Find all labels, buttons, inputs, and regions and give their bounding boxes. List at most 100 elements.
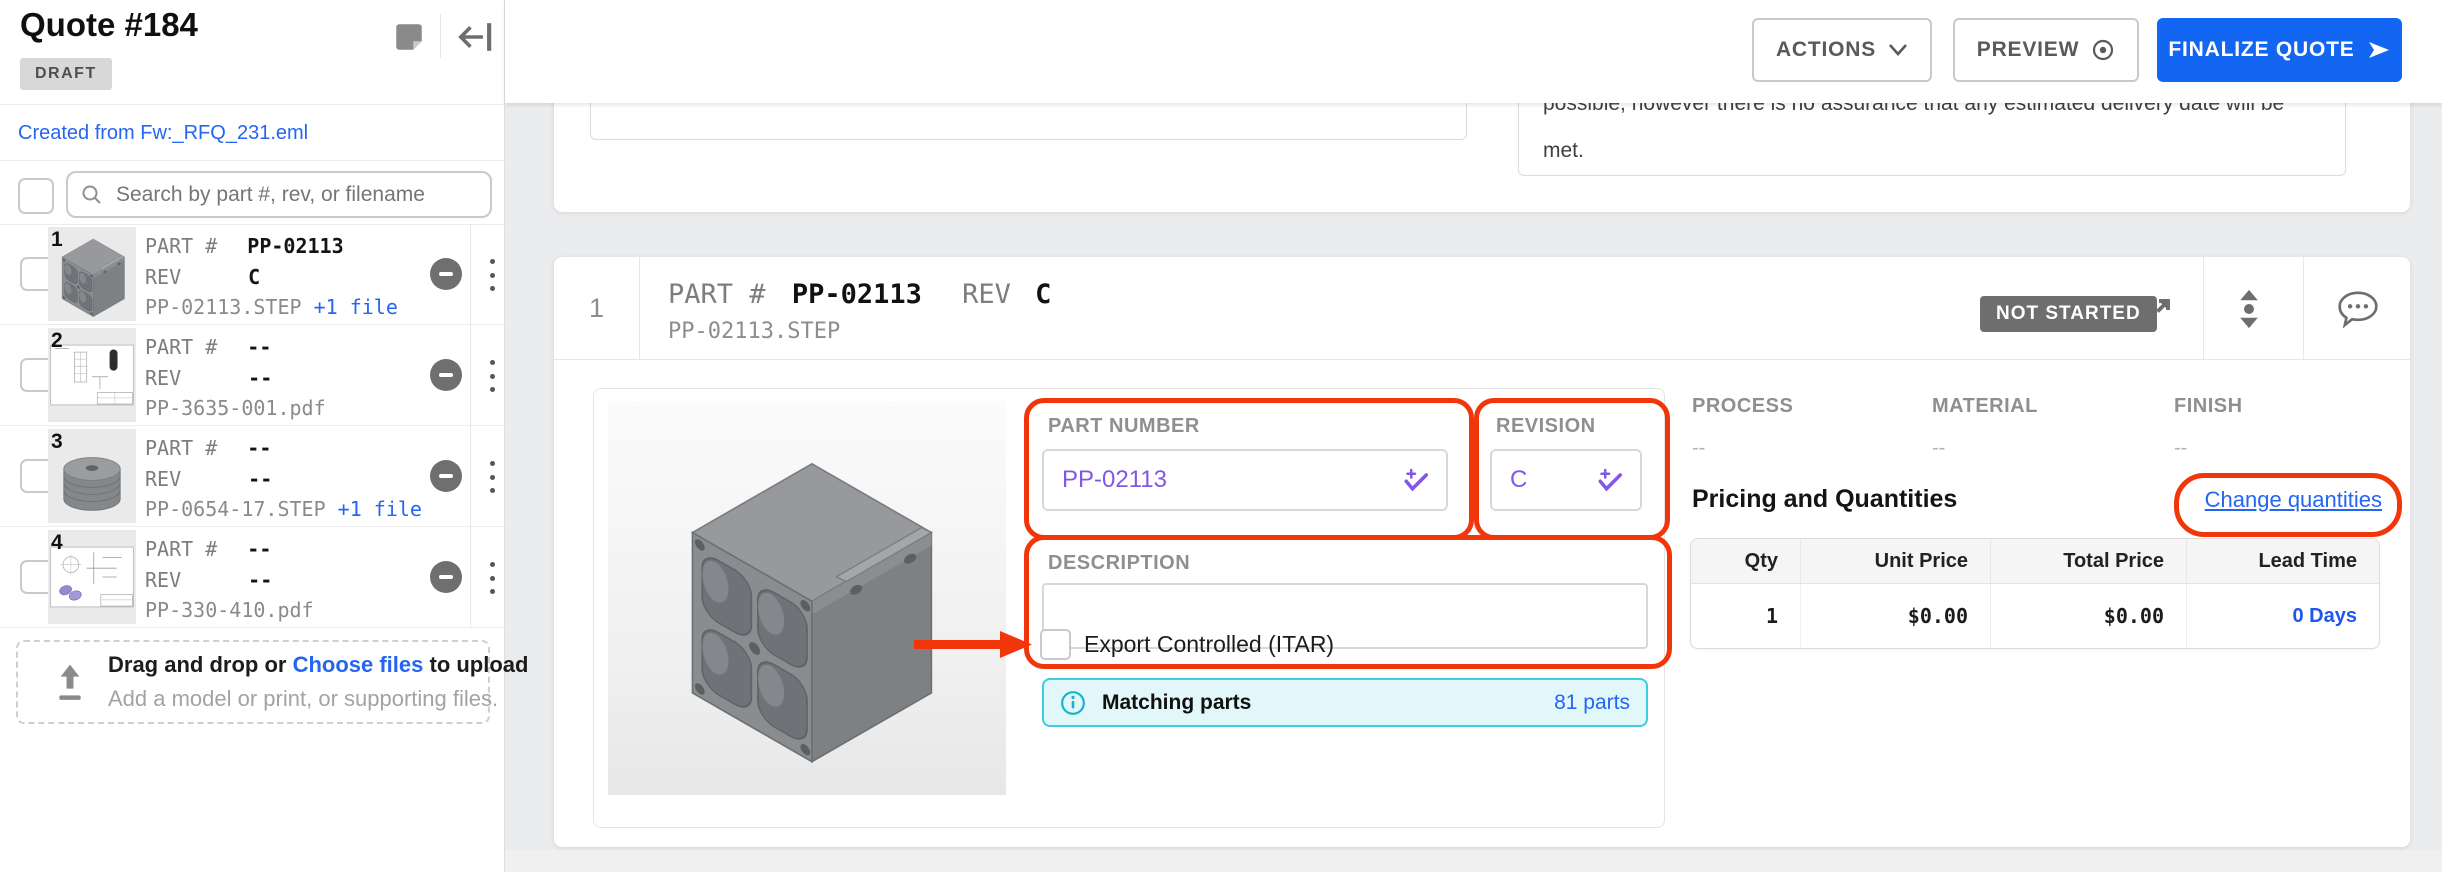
finalize-quote-button[interactable]: FINALIZE QUOTE	[2157, 18, 2402, 82]
divider	[0, 224, 505, 225]
part-list-item[interactable]: 3 PART # -- REV -- PP-0654-17.STEP +1 fi…	[0, 426, 505, 527]
reorder-handle-icon[interactable]	[2234, 287, 2264, 336]
item-menu-icon[interactable]	[483, 259, 501, 291]
part-card-header: 1 PART # PP-02113 REV C PP-02113.STEP NO…	[554, 257, 2410, 360]
item-divider	[470, 325, 471, 425]
col-total-price: Total Price	[1991, 539, 2187, 584]
item-menu-icon[interactable]	[483, 360, 501, 392]
part-value: --	[247, 436, 272, 460]
material-value: --	[1932, 437, 1946, 459]
ai-suggestion-check-icon[interactable]	[1594, 465, 1624, 495]
part-label: PART #	[668, 279, 766, 310]
description-input[interactable]	[1042, 583, 1648, 649]
part-number-field-label: PART NUMBER	[1048, 415, 1200, 437]
col-lead-time: Lead Time	[2187, 539, 2379, 584]
item-filename: PP-0654-17.STEP	[145, 497, 326, 521]
remove-item-icon[interactable]	[430, 460, 462, 492]
cube-part-thumbnail[interactable]	[48, 227, 136, 321]
info-icon	[1060, 690, 1086, 716]
rev-label: REV	[145, 568, 182, 592]
revision-input[interactable]	[1508, 465, 1582, 495]
header-divider	[2303, 257, 2304, 359]
remove-item-icon[interactable]	[430, 561, 462, 593]
drawing-thumbnail[interactable]	[48, 530, 136, 624]
extra-file-link[interactable]: +1 file	[337, 497, 422, 521]
item-divider	[470, 527, 471, 627]
col-unit-price: Unit Price	[1801, 539, 1991, 584]
cylinder-part-thumbnail[interactable]	[48, 429, 136, 523]
note-icon[interactable]	[392, 20, 426, 59]
lead-time-link[interactable]: 0 Days	[2187, 584, 2379, 648]
item-divider	[470, 224, 471, 324]
unit-price-value: $0.00	[1801, 584, 1991, 648]
upload-icon	[54, 662, 86, 707]
actions-button[interactable]: ACTIONS	[1752, 18, 1932, 82]
select-all-checkbox[interactable]	[18, 178, 54, 214]
part-number-field	[1042, 449, 1448, 511]
part-list-item[interactable]: 1 PART # PP-02113 REV C PP-02113.STEP +1…	[0, 224, 505, 325]
process-value: --	[1692, 437, 1706, 459]
upload-dropzone[interactable]: Drag and drop or Choose files to upload …	[16, 640, 528, 724]
extra-file-link[interactable]: +1 file	[313, 295, 398, 319]
created-from-link[interactable]: Created from Fw:_RFQ_231.eml	[18, 122, 309, 144]
itar-checkbox[interactable]	[1040, 629, 1071, 660]
ai-suggestion-check-icon[interactable]	[1400, 465, 1430, 495]
rev-label: REV	[962, 279, 1011, 310]
part-list-item[interactable]: 2 PART # -- REV -- PP-3635-001.pdf	[0, 325, 505, 426]
part-label: PART #	[145, 234, 218, 258]
remove-item-icon[interactable]	[430, 258, 462, 290]
chevron-down-icon	[1888, 43, 1908, 57]
rev-label: REV	[145, 265, 182, 289]
matching-parts-banner[interactable]: Matching parts 81 parts	[1042, 678, 1648, 727]
item-number: 1	[51, 228, 63, 251]
matching-parts-count-link[interactable]: 81 parts	[1554, 690, 1630, 714]
rev-label: REV	[145, 467, 182, 491]
status-badge: NOT STARTED	[1980, 296, 2157, 332]
part-number-input[interactable]	[1060, 465, 1384, 495]
description-field-label: DESCRIPTION	[1048, 552, 1191, 574]
collapse-panel-icon[interactable]	[458, 20, 494, 59]
change-quantities-link[interactable]: Change quantities	[2204, 487, 2382, 512]
part-number: PP-02113	[791, 279, 922, 310]
remove-item-icon[interactable]	[430, 359, 462, 391]
rev-label: REV	[145, 366, 182, 390]
part-value: --	[247, 335, 272, 359]
divider	[0, 160, 505, 161]
item-filename: PP-3635-001.pdf	[145, 396, 326, 420]
rev-value: C	[1035, 279, 1052, 310]
search-icon	[80, 183, 104, 207]
upload-text-suffix: to upload	[423, 652, 529, 677]
revision-field	[1490, 449, 1642, 511]
divider	[0, 104, 505, 105]
choose-files-link[interactable]: Choose files	[292, 652, 424, 677]
search-input[interactable]	[114, 181, 478, 208]
item-menu-icon[interactable]	[483, 562, 501, 594]
terms-line2: met.	[1543, 139, 1584, 162]
actions-button-label: ACTIONS	[1775, 38, 1877, 61]
item-number: 4	[51, 531, 63, 554]
rev-value: --	[248, 366, 273, 390]
part-list-item[interactable]: 4 PART # -- REV -- PP-330-410.pdf	[0, 527, 505, 628]
send-arrow-icon	[2367, 39, 2391, 61]
item-number: 2	[51, 329, 63, 352]
eye-icon	[2091, 38, 2115, 62]
qty-value: 1	[1691, 584, 1801, 648]
status-badge: DRAFT	[20, 58, 112, 90]
preview-button[interactable]: PREVIEW	[1953, 18, 2139, 82]
itar-label: Export Controlled (ITAR)	[1084, 631, 1335, 657]
comment-bubble-icon[interactable]	[2336, 289, 2380, 334]
sidebar: Quote #184 DRAFT Created from Fw:_RFQ_23…	[0, 0, 528, 872]
upload-text-prefix: Drag and drop or	[108, 652, 293, 677]
finish-label: FINISH	[2174, 395, 2243, 417]
part-card: 1 PART # PP-02113 REV C PP-02113.STEP NO…	[554, 257, 2410, 847]
item-menu-icon[interactable]	[483, 461, 501, 493]
item-filename: PP-02113.STEP	[145, 295, 302, 319]
drawing-thumbnail[interactable]	[48, 328, 136, 422]
preview-button-label: PREVIEW	[1976, 38, 2080, 61]
part-3d-preview[interactable]	[608, 401, 1006, 795]
process-label: PROCESS	[1692, 395, 1794, 417]
item-divider	[470, 426, 471, 526]
expand-icon[interactable]	[2138, 295, 2174, 336]
part-label: PART #	[145, 335, 218, 359]
